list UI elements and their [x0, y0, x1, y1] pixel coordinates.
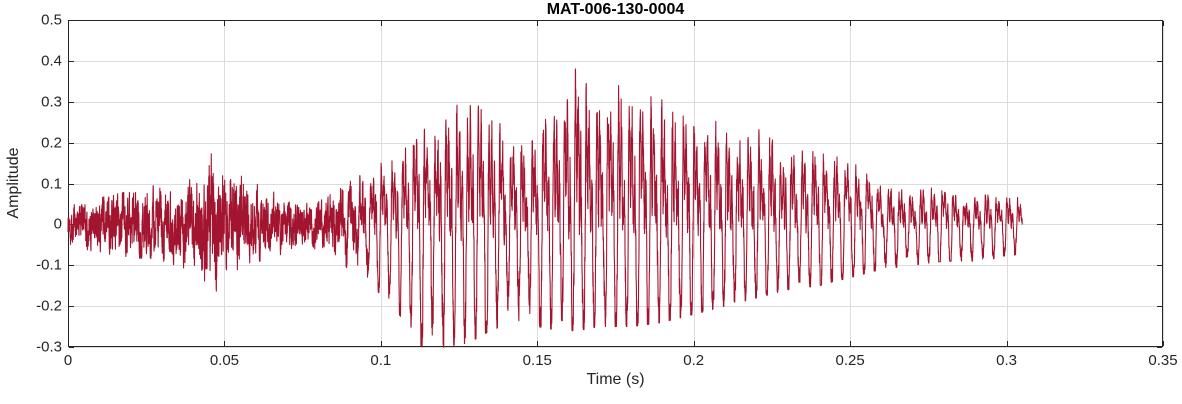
y-tick-label: -0.1 [36, 256, 62, 274]
y-tick-label: 0.1 [41, 175, 62, 192]
y-tick-label: 0.3 [41, 93, 62, 111]
y-tick-label: -0.2 [36, 297, 62, 315]
x-tick-label: 0.2 [683, 352, 705, 369]
x-tick-label: 0.3 [996, 352, 1017, 369]
x-axis-label: Time (s) [586, 371, 645, 388]
chart-title: MAT-006-130-0004 [546, 1, 685, 18]
x-tick-label: 0.15 [522, 352, 552, 369]
x-tick-label: 0.25 [835, 352, 865, 369]
x-tick-label: 0 [63, 352, 73, 369]
x-tick-label: 0.1 [370, 352, 392, 369]
y-tick-label: 0.5 [41, 11, 62, 29]
y-tick-label: -0.3 [36, 338, 62, 356]
y-tick-label: 0.2 [41, 134, 62, 152]
y-tick-label: 0.4 [41, 52, 62, 70]
x-tick-label: 0.05 [209, 352, 240, 369]
x-tick-label: 0.35 [1148, 352, 1178, 369]
y-tick-label: 0 [53, 215, 62, 233]
